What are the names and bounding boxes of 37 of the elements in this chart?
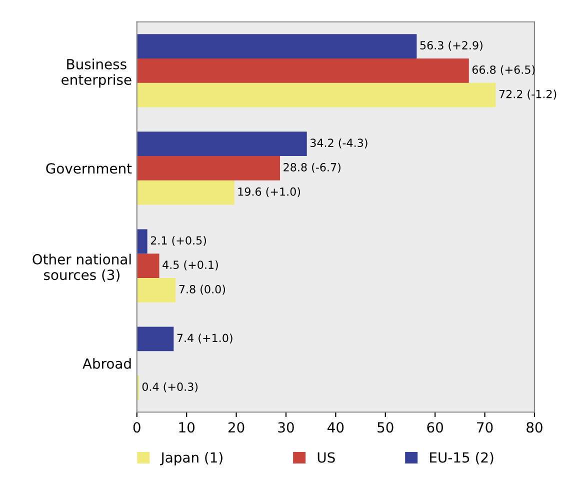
data-label: 19.6 (+1.0) [238, 187, 300, 198]
legend-label: EU-15 (2) [430, 452, 494, 464]
x-tick-label: 0 [133, 422, 140, 433]
legend-label: Japan (1) [160, 452, 222, 466]
data-label: 72.2 (-1.2) [499, 90, 556, 100]
data-label: 2.1 (+0.5) [150, 236, 206, 246]
bar [136, 34, 417, 58]
data-label: 7.4 (+1.0) [177, 334, 232, 344]
x-tick-label: 50 [378, 422, 394, 433]
data-label: 34.2 (-4.3) [310, 138, 368, 148]
y-tick-label: Business enterprise [62, 58, 132, 88]
data-label: 7.8 (0.0) [179, 284, 226, 295]
bar [136, 156, 280, 180]
y-tick-label: Government [46, 163, 132, 174]
x-tick-label: 10 [179, 422, 194, 433]
x-tick-label: 60 [427, 422, 443, 433]
bar [136, 254, 160, 278]
data-label: 28.8 (-6.7) [284, 162, 340, 173]
bar [136, 278, 176, 302]
x-tick-label: 20 [228, 422, 244, 433]
bar [136, 58, 469, 83]
data-label: 0.4 (+0.3) [142, 382, 198, 392]
x-tick-label: 70 [477, 422, 493, 433]
data-label: 66.8 (+6.5) [472, 65, 535, 76]
x-tick-label: 40 [328, 422, 344, 433]
data-label: 4.5 (+0.1) [162, 260, 218, 270]
y-tick-label: Abroad [82, 358, 131, 369]
bar [136, 180, 234, 205]
y-tick-label: Other national sources (3) [32, 254, 131, 282]
legend-label: US [318, 452, 335, 463]
bar [136, 82, 496, 108]
bar [136, 229, 148, 254]
bar [136, 326, 174, 352]
x-tick-label: 80 [526, 422, 542, 433]
data-label: 56.3 (+2.9) [420, 40, 482, 51]
bar [136, 132, 307, 156]
x-tick-label: 30 [278, 422, 294, 433]
